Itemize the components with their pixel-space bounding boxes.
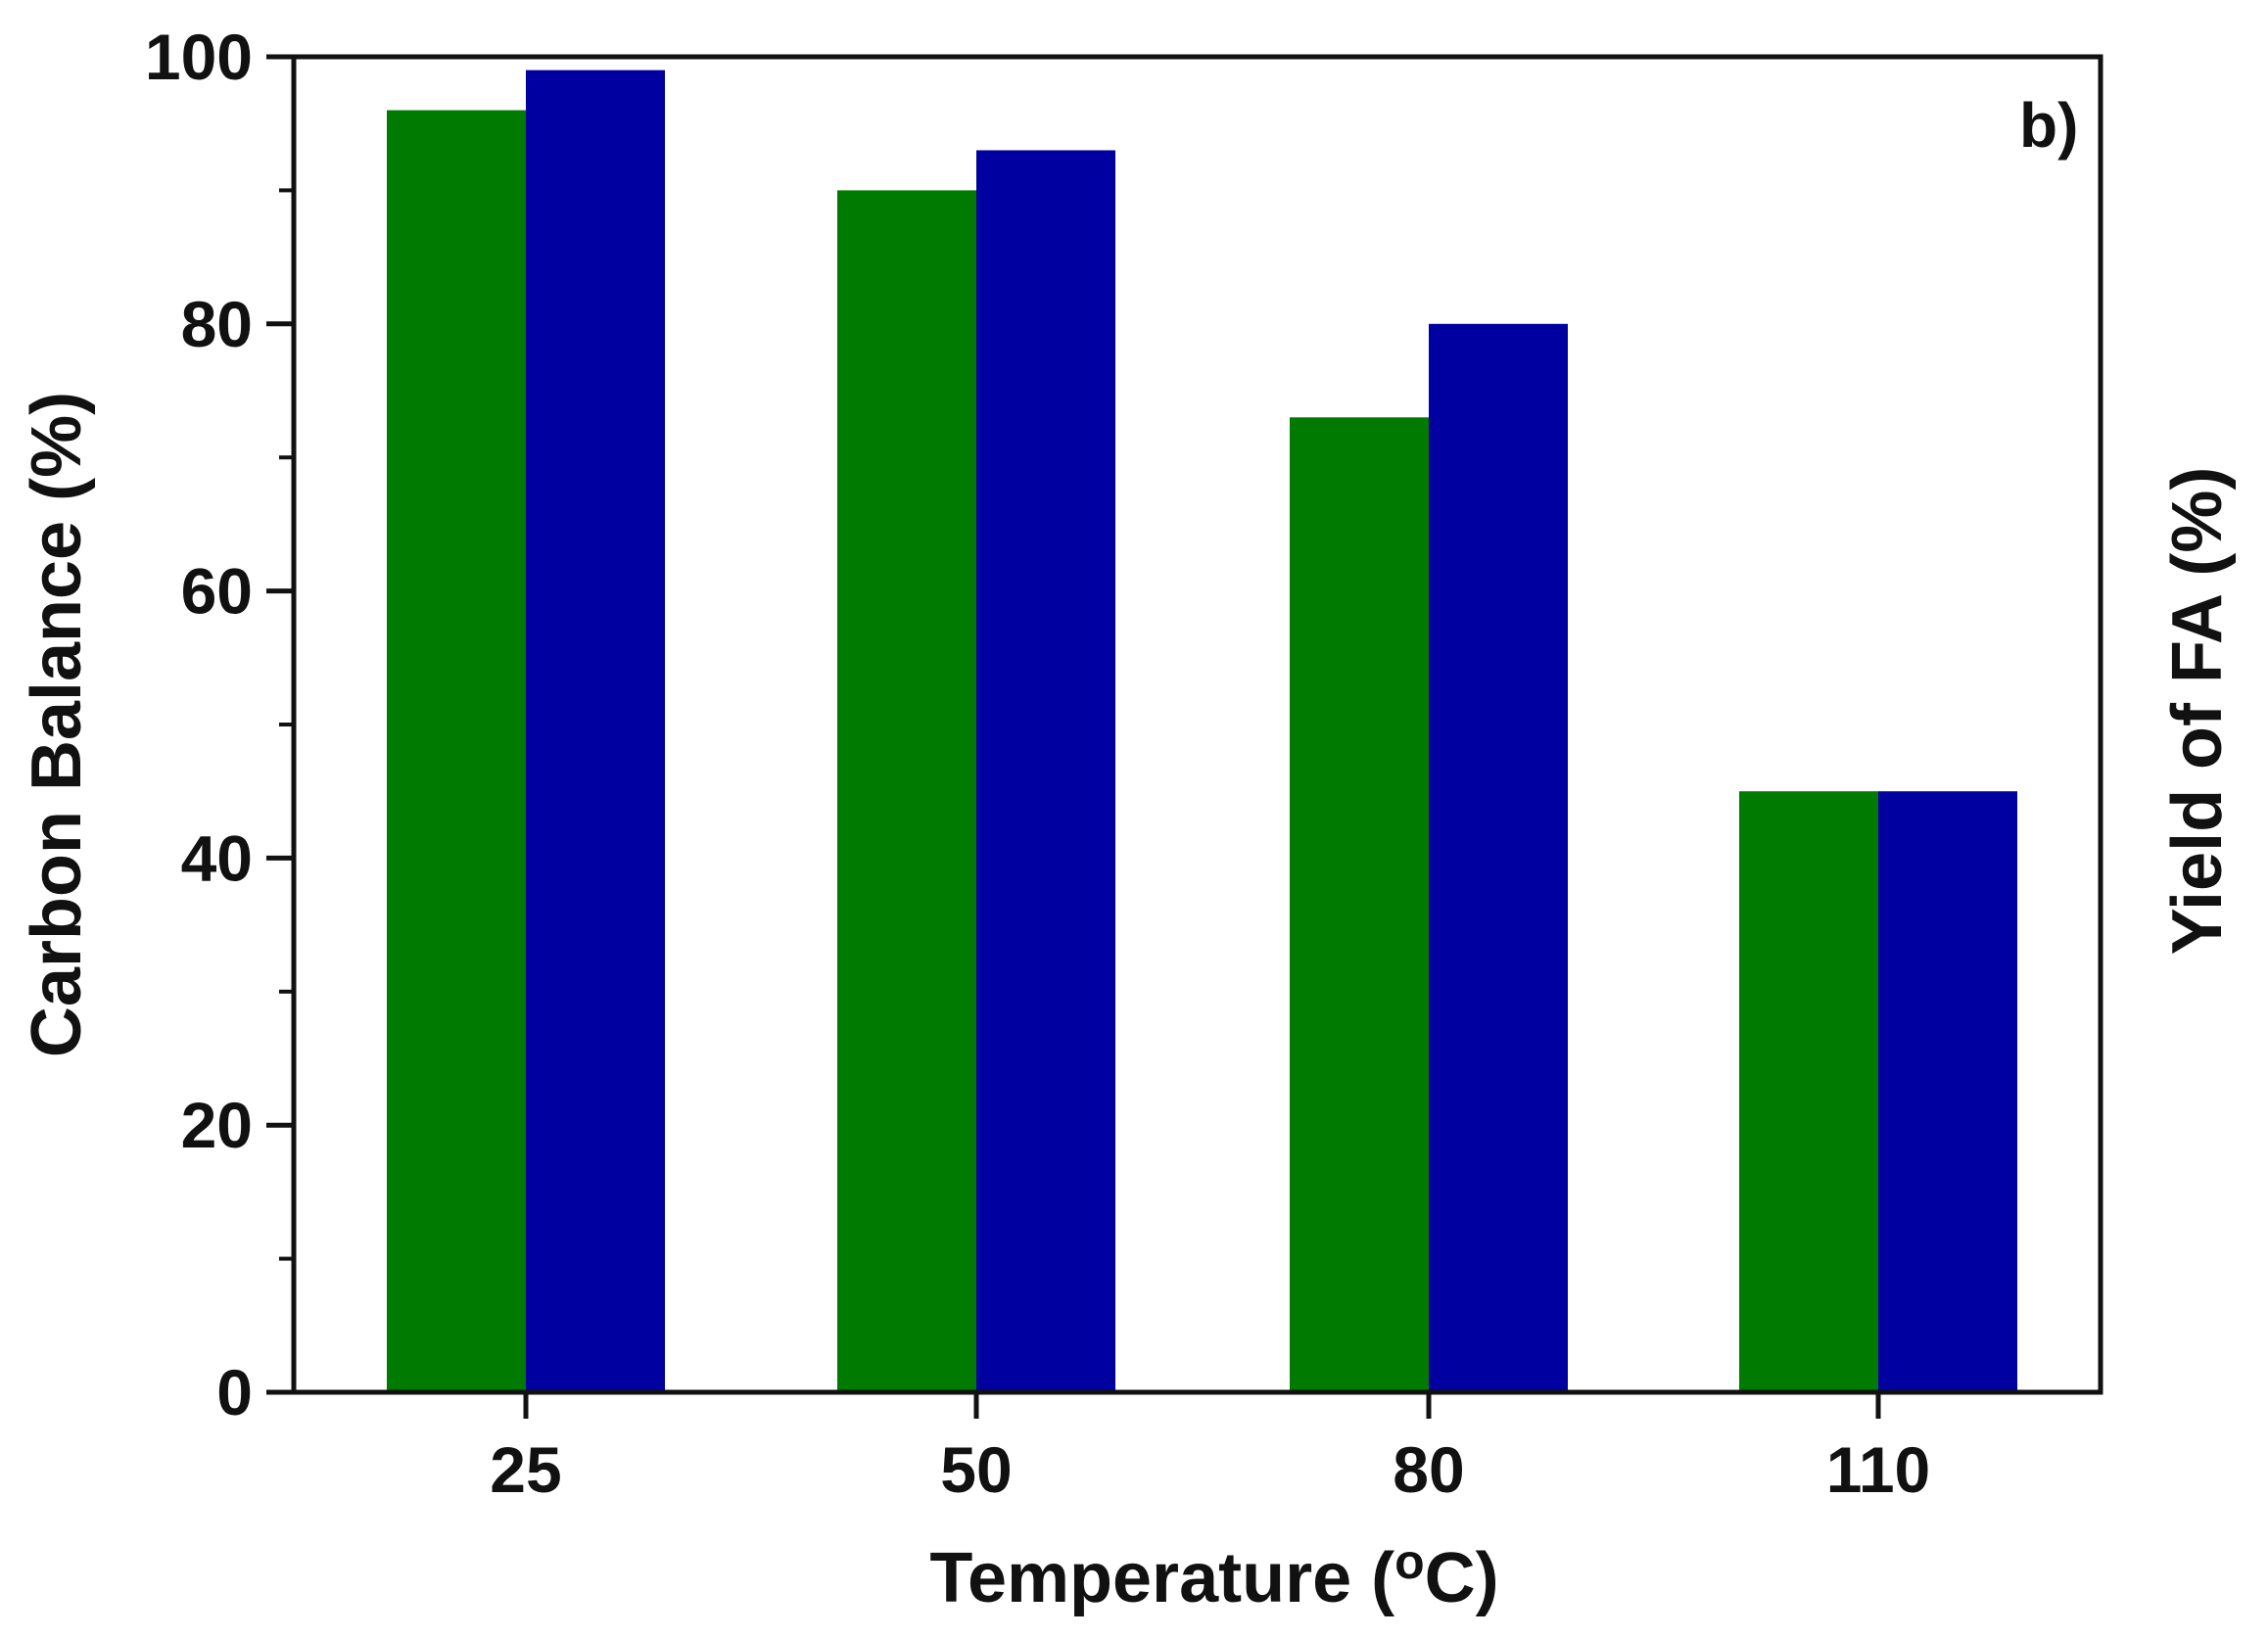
panel-label: b) — [2019, 90, 2078, 161]
x-tick-label-25: 25 — [490, 1433, 561, 1506]
bar-series-1-50 — [837, 190, 976, 1392]
bar-series-1-80 — [1290, 417, 1429, 1392]
bar-series-2-110 — [1878, 791, 2017, 1392]
y-tick-label-80: 80 — [181, 288, 253, 360]
x-tick-label-110: 110 — [1826, 1433, 1930, 1506]
x-axis-title: Temperature (oC) — [929, 1534, 1498, 1617]
x-axis-title-main: Temperature ( — [929, 1539, 1394, 1617]
x-axis-title-unit: C) — [1425, 1539, 1499, 1617]
bar-series-2-80 — [1429, 323, 1568, 1392]
x-tick-label-50: 50 — [940, 1433, 1012, 1506]
bar-series-1-25 — [387, 110, 526, 1392]
x-axis-title-superscript: o — [1394, 1534, 1425, 1589]
y-tick-label-40: 40 — [181, 821, 253, 894]
axes-layer — [266, 54, 2103, 1419]
x-tick-label-80: 80 — [1393, 1433, 1464, 1506]
labels-layer: 0 20 40 60 80 100 25 50 80 110 Carbon Balance (%) Y… — [18, 21, 2237, 1617]
bar-series-2-50 — [976, 150, 1115, 1393]
bars-layer — [387, 70, 2017, 1393]
y-axis-left-title: Carbon Balance (%) — [18, 392, 96, 1057]
bar-series-2-25 — [526, 70, 665, 1392]
y-tick-label-60: 60 — [181, 555, 253, 628]
y-tick-label-100: 100 — [145, 21, 253, 93]
y-axis-right-title: Yield of FA (%) — [2158, 467, 2237, 956]
bar-series-1-110 — [1739, 791, 1878, 1392]
y-tick-label-20: 20 — [181, 1089, 253, 1161]
y-tick-label-0: 0 — [216, 1356, 253, 1428]
